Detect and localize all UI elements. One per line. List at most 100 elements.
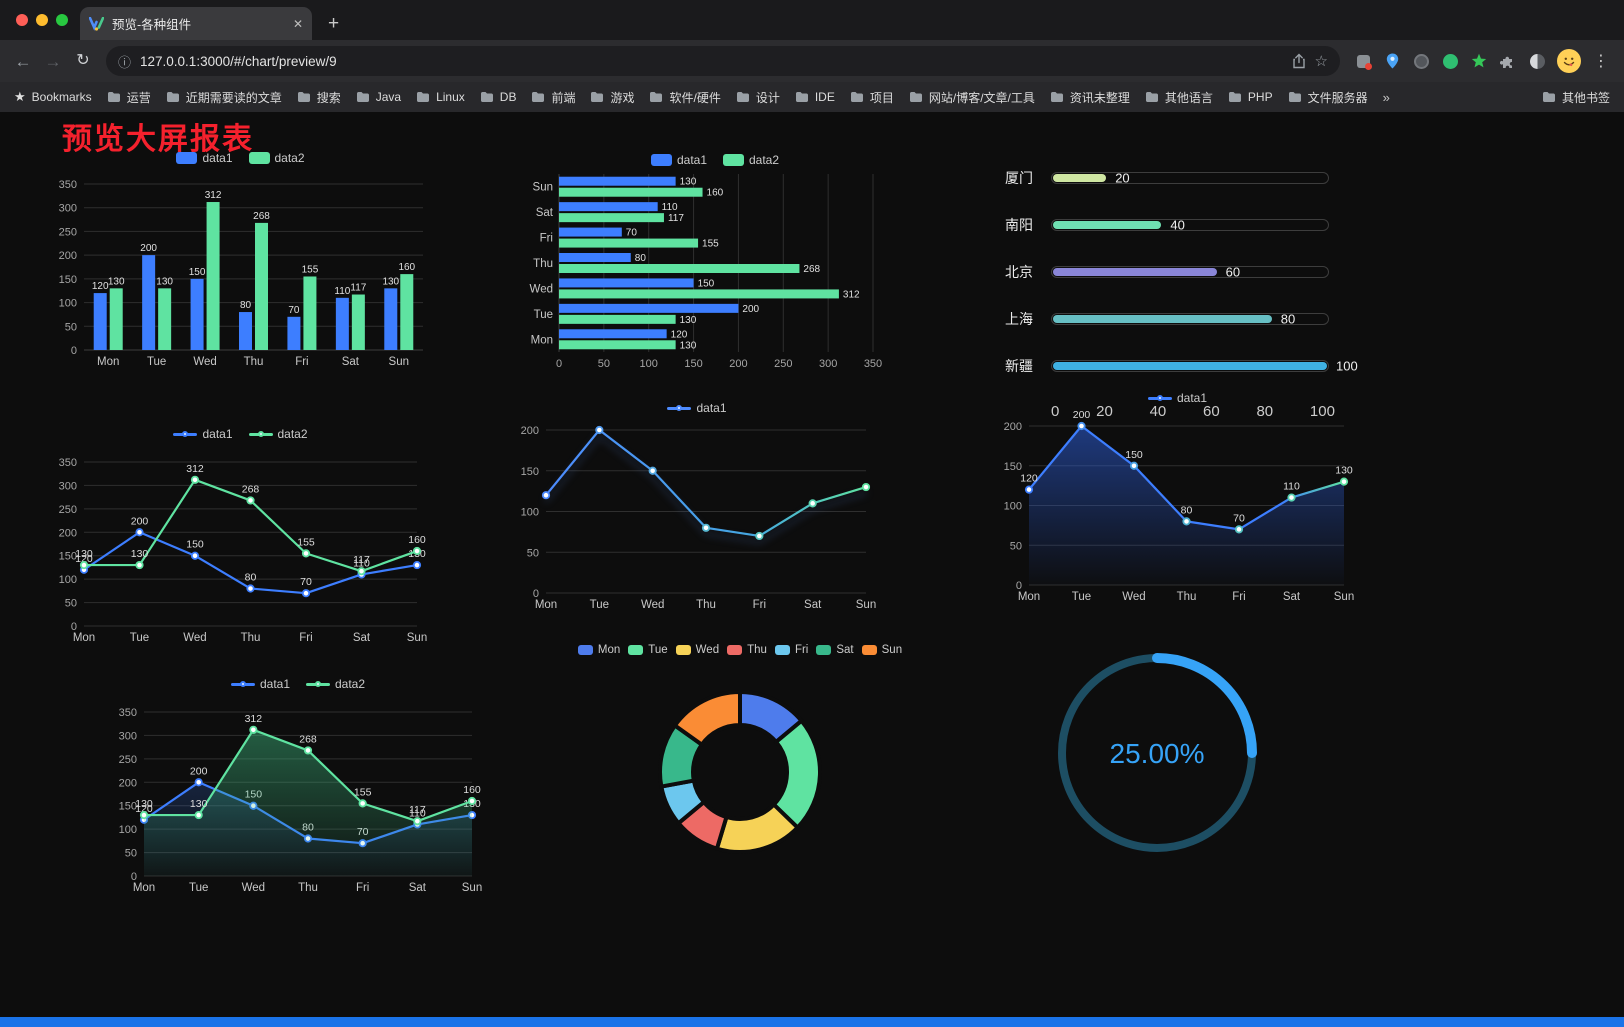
bookmark-folder-item[interactable]: 资讯未整理 (1050, 89, 1130, 106)
chart-legend: data1 data2 (525, 150, 905, 170)
share-icon[interactable] (1292, 53, 1306, 69)
progress-track: 60 (1051, 265, 1329, 280)
address-bar[interactable]: ⓘ 127.0.0.1:3000/#/chart/preview/9 ☆ (106, 46, 1340, 76)
legend-item[interactable]: Fri (774, 644, 808, 656)
svg-text:130: 130 (131, 548, 149, 560)
extensions-cluster: ⋮ (1348, 49, 1616, 73)
dark-mode-icon[interactable] (1528, 52, 1546, 70)
progress-axis: 0 20 40 60 80 100 (1051, 403, 1335, 420)
bookmark-folder-item[interactable]: 网站/博客/文章/工具 (909, 89, 1035, 106)
folder-icon (850, 92, 863, 102)
bookmark-star-icon[interactable]: ☆ (1314, 53, 1328, 70)
minimize-window-button[interactable] (36, 14, 48, 26)
legend-item[interactable]: data1 (230, 677, 290, 691)
folder-icon (166, 92, 179, 102)
bookmarks-overflow-chevron[interactable]: » (1382, 89, 1390, 105)
bookmark-folder-item[interactable]: 游戏 (590, 89, 634, 106)
bookmark-folder-item[interactable]: Linux (416, 90, 465, 104)
browser-menu-icon[interactable]: ⋮ (1593, 53, 1609, 70)
svg-text:200: 200 (59, 527, 77, 539)
progress-row: 北京 60 (1005, 262, 1365, 282)
bookmark-folder-item[interactable]: IDE (795, 90, 835, 104)
legend-marker (176, 152, 198, 164)
close-window-button[interactable] (16, 14, 28, 26)
svg-text:70: 70 (300, 576, 312, 588)
legend-item[interactable]: data1 (176, 151, 233, 165)
legend-item[interactable]: data1 (173, 427, 233, 441)
extension-badge (1365, 63, 1372, 70)
svg-text:200: 200 (59, 250, 77, 262)
svg-text:100: 100 (59, 298, 77, 310)
legend-item[interactable]: Tue (628, 644, 668, 656)
folder-icon (297, 92, 310, 102)
svg-text:150: 150 (1004, 461, 1022, 473)
svg-text:300: 300 (119, 730, 137, 742)
bookmark-folder-item[interactable]: 运营 (107, 89, 151, 106)
extension-star-icon[interactable] (1470, 52, 1488, 70)
axis-tick-label: 20 (1096, 403, 1113, 420)
bookmark-folder-item[interactable]: 搜索 (297, 89, 341, 106)
url-text[interactable]: 127.0.0.1:3000/#/chart/preview/9 (140, 53, 337, 69)
browser-toolbar: ← → ↻ ⓘ 127.0.0.1:3000/#/chart/preview/9… (0, 40, 1624, 82)
svg-text:160: 160 (707, 188, 724, 199)
svg-text:80: 80 (240, 300, 252, 311)
svg-text:200: 200 (190, 765, 208, 777)
maximize-window-button[interactable] (56, 14, 68, 26)
legend-item[interactable]: data2 (248, 151, 305, 165)
legend-item[interactable]: data1 (650, 153, 707, 167)
svg-text:Sun: Sun (389, 356, 409, 368)
svg-text:130: 130 (382, 276, 399, 287)
legend-item[interactable]: data2 (248, 427, 308, 441)
legend-item[interactable]: Sun (861, 644, 902, 656)
legend-item[interactable]: data2 (723, 153, 779, 167)
bookmark-folder-item[interactable]: 项目 (850, 89, 894, 106)
legend-marker (1147, 395, 1172, 401)
page-info-icon[interactable]: ⓘ (118, 54, 132, 70)
legend-item[interactable]: Wed (675, 644, 719, 656)
svg-text:Wed: Wed (1122, 591, 1145, 603)
extension-pin-icon[interactable] (1383, 52, 1401, 70)
tab-close-icon[interactable]: ✕ (292, 16, 303, 31)
legend-item[interactable]: data2 (306, 677, 365, 691)
folder-icon (795, 92, 808, 102)
bookmark-folder-item[interactable]: 近期需要读的文章 (166, 89, 282, 106)
chart-legend: data1 data2 (108, 674, 488, 694)
bookmark-folder-item[interactable]: Java (356, 90, 401, 104)
bookmark-folder-item[interactable]: DB (480, 90, 516, 104)
bookmark-folder-item[interactable]: PHP (1228, 90, 1273, 104)
bookmark-folder-item[interactable]: 软件/硬件 (649, 89, 721, 106)
other-bookmarks-item[interactable]: 其他书签 (1542, 89, 1610, 106)
new-tab-button[interactable]: + (328, 13, 340, 34)
bookmark-folder-item[interactable]: 其他语言 (1145, 89, 1213, 106)
svg-text:150: 150 (684, 358, 702, 370)
extension-dark-circle-icon[interactable] (1412, 52, 1430, 70)
back-button[interactable]: ← (14, 51, 32, 71)
bookmark-folder-item[interactable]: 设计 (736, 89, 780, 106)
progress-value: 100 (1336, 358, 1358, 374)
svg-text:70: 70 (626, 228, 638, 239)
profile-avatar[interactable] (1557, 49, 1581, 73)
legend-label: data2 (749, 153, 780, 167)
bookmark-folder-item[interactable]: 前端 (531, 89, 575, 106)
extension-grid-icon[interactable] (1354, 52, 1372, 70)
legend-item[interactable]: Thu (727, 644, 767, 656)
browser-tab[interactable]: 预览-各种组件 ✕ (80, 7, 312, 40)
extensions-puzzle-icon[interactable] (1499, 52, 1517, 70)
bookmarks-manager-item[interactable]: ★ Bookmarks (14, 89, 92, 105)
legend-label: Mon (597, 644, 621, 656)
forward-button[interactable]: → (44, 51, 62, 71)
legend-item[interactable]: data1 (1147, 391, 1207, 405)
legend-item[interactable]: Mon (577, 644, 621, 656)
svg-text:200: 200 (729, 358, 747, 370)
svg-text:Tue: Tue (1072, 591, 1091, 603)
legend-item[interactable]: data1 (667, 401, 727, 415)
svg-text:Mon: Mon (97, 356, 119, 368)
svg-text:50: 50 (125, 848, 137, 860)
bookmark-folder-item[interactable]: 文件服务器 (1288, 89, 1368, 106)
bookmark-folder-list: 运营 近期需要读的文章 搜索 Java Linux DB 前端 游戏 软件/硬件 设计 IDE 项目 网… (107, 89, 1368, 106)
reload-button[interactable]: ↻ (76, 52, 90, 69)
extension-green-circle-icon[interactable] (1441, 52, 1459, 70)
svg-text:Sat: Sat (342, 356, 360, 368)
legend-item[interactable]: Sat (816, 644, 854, 656)
